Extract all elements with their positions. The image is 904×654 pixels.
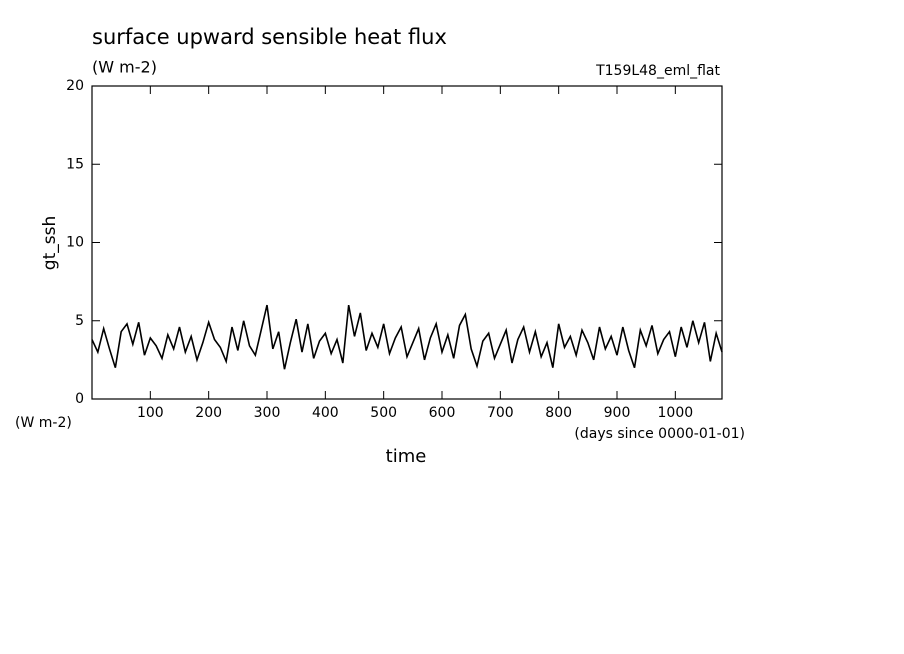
x-tick-label: 1000 [658, 405, 694, 421]
annotation: T159L48_eml_flat [595, 63, 720, 79]
y-axis-label: gt_ssh [40, 216, 60, 270]
x-tick-label: 200 [195, 405, 222, 421]
x-units: (days since 0000-01-01) [574, 426, 745, 442]
x-tick-label: 600 [429, 405, 456, 421]
y-units: (W m-2) [15, 415, 72, 431]
x-tick-label: 100 [137, 405, 164, 421]
x-axis-label: time [386, 446, 427, 467]
y-tick-label: 20 [66, 78, 84, 94]
y-tick-label: 15 [66, 156, 84, 172]
chart-subtitle: (W m-2) [92, 58, 157, 77]
x-tick-label: 400 [312, 405, 339, 421]
x-tick-label: 300 [254, 405, 281, 421]
data-line [91, 304, 723, 370]
y-tick-label: 5 [75, 313, 84, 329]
x-tick-label: 700 [487, 405, 514, 421]
y-tick-label: 10 [66, 235, 84, 251]
x-tick-label: 900 [604, 405, 631, 421]
y-tick-label: 0 [75, 391, 84, 407]
x-tick-label: 500 [370, 405, 397, 421]
x-tick-label: 800 [545, 405, 572, 421]
chart-title: surface upward sensible heat flux [92, 25, 447, 49]
